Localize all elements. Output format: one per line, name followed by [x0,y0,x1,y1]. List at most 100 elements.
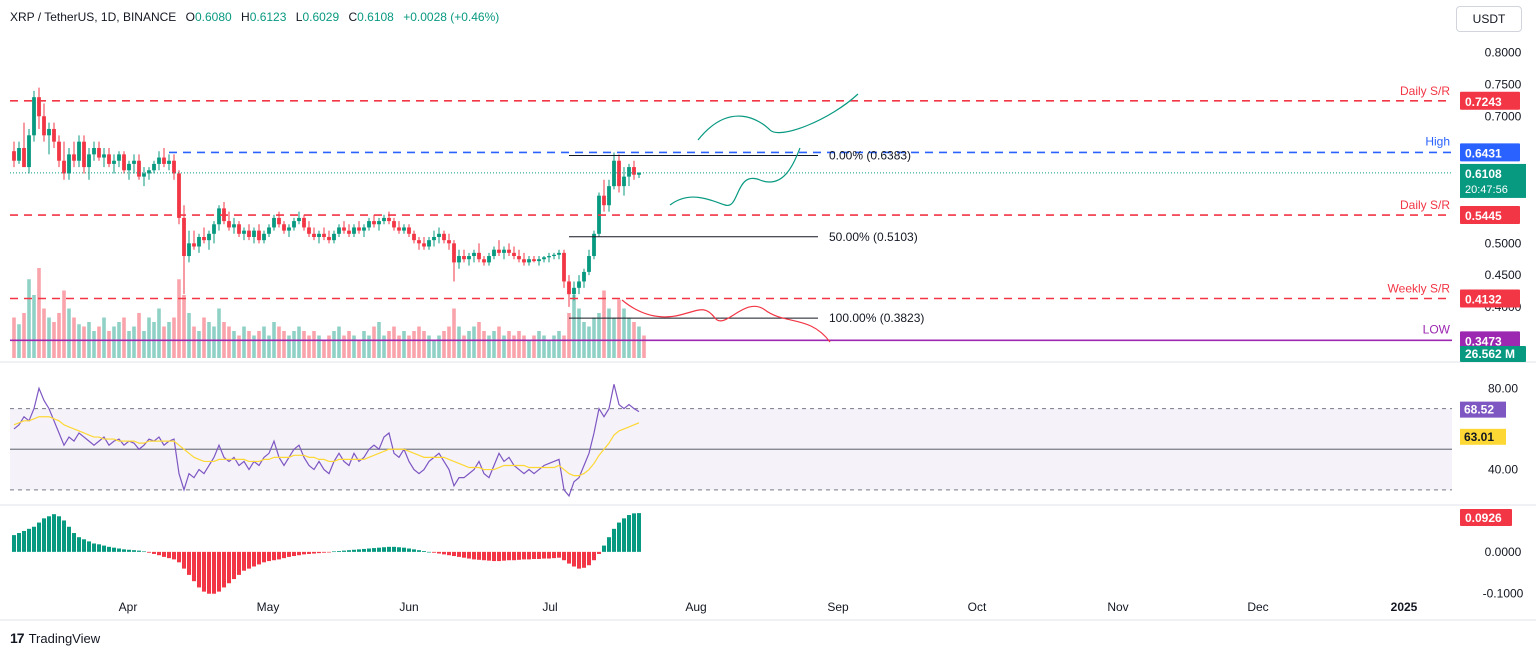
oscillator-bar [97,544,101,552]
oscillator-bar [147,551,151,553]
volume-bar [572,295,576,358]
oscillator-bar [392,546,396,552]
open-value: 0.6080 [194,10,232,24]
oscillator-bar [162,551,166,557]
candle-body [292,221,296,228]
price-axis-tick: 0.5000 [1485,236,1522,250]
tradingview-name: TradingView [28,630,101,646]
candle-body [62,160,66,174]
volume-bar [192,326,196,358]
volume-bar [27,279,31,358]
candle-body [182,217,186,257]
volume-bar [292,331,296,358]
volume-bar [47,317,51,358]
candle-body [502,249,506,253]
oscillator-bar [237,551,241,575]
candle-body [587,256,591,272]
oscillator-bar [247,551,251,569]
low-value: 0.6029 [302,10,340,24]
candle-body [387,217,391,222]
candle-body [312,233,316,237]
volume-bar [492,331,496,358]
oscillator-bar [167,551,171,559]
candle-body [162,157,166,164]
oscillator-bar [432,551,436,553]
candle-body [527,259,531,263]
candle-body [317,233,321,237]
oscillator-bar [477,551,481,560]
candle-body [407,227,411,234]
tradingview-logo[interactable]: 17 TradingView [10,630,100,646]
volume-bar [437,335,441,358]
oscillator-bar [522,551,526,560]
level-label: Weekly S/R [1388,281,1451,295]
oscillator-bar [102,545,106,552]
bullish-scenario-path [669,147,801,206]
oscillator-bar [192,551,196,582]
oscillator-bar [72,533,76,552]
volume-bar [447,326,451,358]
oscillator-bar [442,551,446,555]
volume-bar [277,326,281,358]
oscillator-bar [402,547,406,552]
currency-button[interactable]: USDT [1456,6,1522,32]
oscillator-bar [172,551,176,560]
rsi-value-tag-bg [1460,428,1506,445]
oscillator-bar [32,526,36,552]
volume-bar [587,326,591,358]
oscillator-bar [22,530,26,552]
oscillator-bar [547,551,551,559]
volume-value-tag: 26.562 M [1465,347,1515,361]
candle-body [482,259,486,263]
oscillator-bar [507,551,511,561]
volume-bar [37,268,41,358]
oscillator-bar [487,551,491,561]
rsi-value-tag-bg [1460,401,1506,418]
close-label: C [348,10,358,24]
candle-body [382,217,386,222]
candle-body [67,154,71,174]
symbol-title: XRP / TetherUS, 1D, BINANCE [10,10,177,24]
oscillator-bar [532,551,536,559]
candle-body [337,227,341,234]
candle-body [147,170,151,174]
current-price-tag: 0.6108 [1465,167,1502,181]
volume-bar [527,340,531,358]
candle-body [637,172,641,175]
volume-bar [482,331,486,358]
candle-body [82,141,86,168]
candle-body [622,176,626,187]
volume-bar [497,326,501,358]
oscillator-bar [327,551,331,553]
oscillator-bar [377,547,381,552]
oscillator-bar [312,551,316,554]
volume-bar [532,335,536,358]
oscillator-bar [497,551,501,562]
volume-bar [107,331,111,358]
volume-bar [462,335,466,358]
candle-body [537,259,541,262]
oscillator-bar [627,515,631,552]
candle-body [187,243,191,257]
oscillator-bar [127,549,131,552]
candle-body [422,243,426,247]
oscillator-bar [292,551,296,557]
volume-bar [22,313,26,358]
volume-bar [102,317,106,358]
fibonacci-label: 50.00% (0.5103) [829,230,918,244]
oscillator-bar [397,547,401,552]
candle-body [542,257,546,260]
oscillator-bar [252,551,256,567]
oscillator-bar [552,551,556,559]
oscillator-bar [157,551,161,556]
oscillator-value-tag-bg [1460,509,1512,526]
oscillator-bar [427,551,431,553]
oscillator-bar [347,550,351,552]
candle-body [352,227,356,234]
oscillator-bar [447,551,451,556]
oscillator-bar [52,514,56,552]
candle-body [402,227,406,231]
oscillator-value-tag: 0.0926 [1465,511,1502,525]
volume-bar [467,331,471,358]
